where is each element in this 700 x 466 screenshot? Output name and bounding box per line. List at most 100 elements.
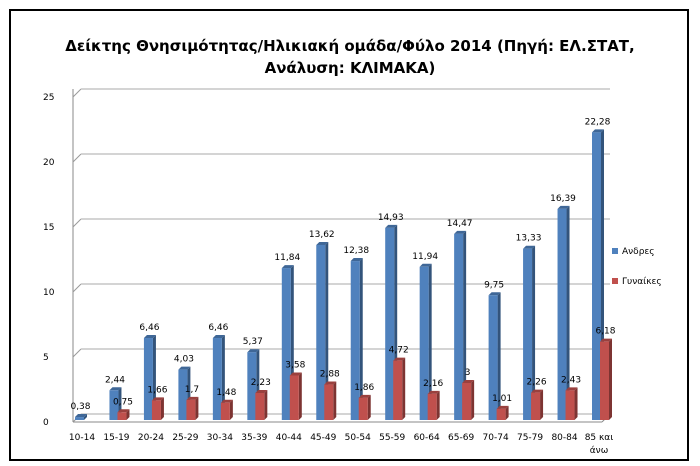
data-label: 2,23 bbox=[251, 378, 271, 388]
bar-side bbox=[84, 414, 87, 420]
bar-top bbox=[75, 414, 87, 418]
bar-side bbox=[333, 381, 337, 420]
bar bbox=[385, 227, 395, 420]
gridline-diag bbox=[72, 283, 82, 293]
bar bbox=[454, 233, 464, 420]
bar bbox=[565, 390, 575, 420]
legend-swatch bbox=[612, 248, 618, 254]
bar-top bbox=[427, 390, 440, 394]
bar bbox=[393, 360, 403, 420]
bar-side bbox=[264, 390, 268, 420]
bar-side bbox=[126, 409, 130, 420]
bar-top bbox=[488, 292, 501, 296]
bar bbox=[212, 338, 222, 420]
bar bbox=[151, 400, 161, 420]
data-label: 2,16 bbox=[423, 379, 443, 389]
x-tick-label: 35-39 bbox=[241, 433, 267, 443]
y-tick-label: 15 bbox=[43, 223, 54, 233]
bar-top bbox=[592, 129, 604, 133]
bar bbox=[531, 392, 541, 420]
gridline-diag bbox=[72, 348, 82, 358]
data-label: 5,37 bbox=[243, 337, 263, 347]
bar-top bbox=[557, 205, 570, 209]
bar-top bbox=[255, 390, 268, 394]
y-tick-label: 10 bbox=[43, 288, 55, 298]
x-tick-label: 80-84 bbox=[551, 433, 577, 443]
bar bbox=[324, 384, 334, 420]
data-label: 3,58 bbox=[285, 360, 305, 370]
bar bbox=[117, 412, 127, 420]
bar-side bbox=[497, 292, 501, 420]
x-tick-label: 45-49 bbox=[310, 433, 336, 443]
x-tick-label: 70-74 bbox=[483, 433, 509, 443]
bar-top bbox=[531, 389, 544, 393]
data-label: 1,01 bbox=[492, 394, 512, 404]
x-tick-label: άνω bbox=[590, 446, 609, 456]
bar-top bbox=[600, 338, 612, 342]
bar-top bbox=[393, 357, 406, 361]
x-tick-label: 85 και bbox=[585, 433, 614, 443]
bar-side bbox=[359, 258, 363, 420]
x-tick-label: 65-69 bbox=[448, 433, 474, 443]
bar bbox=[488, 295, 498, 420]
bar bbox=[462, 383, 472, 420]
bar-top bbox=[178, 366, 191, 370]
data-label: 0,38 bbox=[70, 402, 90, 412]
gridline-diag bbox=[72, 153, 82, 163]
x-tick-label: 55-59 bbox=[379, 433, 405, 443]
data-label: 9,75 bbox=[484, 280, 504, 290]
data-label: 13,33 bbox=[516, 234, 542, 244]
bar-side bbox=[532, 245, 536, 420]
data-label: 12,38 bbox=[343, 246, 369, 256]
x-tick-label: 60-64 bbox=[414, 433, 440, 443]
bar-top bbox=[316, 241, 329, 245]
x-tick-label: 25-29 bbox=[172, 433, 198, 443]
chart-title-line1: Δείκτης Θνησιμότητας/Ηλικιακή ομάδα/Φύλο… bbox=[65, 37, 635, 55]
bar-top bbox=[281, 265, 294, 269]
bar-top bbox=[565, 387, 578, 391]
x-tick-label: 20-24 bbox=[138, 433, 164, 443]
data-label: 2,88 bbox=[320, 370, 340, 380]
x-tick-label: 50-54 bbox=[345, 433, 371, 443]
data-label: 6,18 bbox=[595, 327, 615, 337]
bar-side bbox=[436, 390, 440, 420]
bar-top bbox=[462, 380, 475, 383]
bar-top bbox=[385, 224, 398, 228]
bar bbox=[316, 244, 326, 420]
bar bbox=[427, 393, 437, 420]
bar-top bbox=[419, 263, 432, 267]
bar bbox=[186, 399, 196, 420]
gridline-diag bbox=[72, 218, 82, 228]
data-label: 1,86 bbox=[354, 383, 374, 393]
bar-side bbox=[195, 396, 199, 420]
gridline-diag bbox=[72, 88, 82, 98]
bar-top bbox=[496, 405, 509, 409]
x-tick-label: 30-34 bbox=[207, 433, 233, 443]
bar-side bbox=[463, 230, 467, 420]
chart-title-line2: Ανάλυση: ΚΛΙΜΑΚΑ) bbox=[264, 59, 436, 77]
data-label: 22,28 bbox=[585, 117, 611, 127]
data-label: 6,46 bbox=[208, 323, 228, 333]
legend-swatch bbox=[612, 278, 618, 284]
bar-side bbox=[574, 387, 578, 420]
bar-top bbox=[109, 387, 122, 391]
bar bbox=[178, 369, 188, 420]
data-label: 3 bbox=[465, 368, 471, 378]
data-label: 11,84 bbox=[274, 253, 300, 263]
bar bbox=[350, 261, 360, 420]
bar-side bbox=[566, 205, 570, 420]
bar-top bbox=[117, 409, 130, 413]
legend-label: Ανδρες bbox=[622, 247, 655, 257]
data-label: 1,48 bbox=[216, 388, 236, 398]
bar-top bbox=[289, 372, 302, 376]
bar bbox=[600, 341, 609, 420]
data-label: 14,93 bbox=[378, 213, 404, 223]
bar bbox=[557, 208, 567, 420]
y-tick-label: 0 bbox=[43, 418, 49, 428]
data-label: 2,26 bbox=[527, 378, 547, 388]
x-tick-label: 40-44 bbox=[276, 433, 302, 443]
bar-top bbox=[358, 394, 371, 398]
bar-side bbox=[471, 380, 475, 420]
data-label: 11,94 bbox=[412, 252, 438, 262]
